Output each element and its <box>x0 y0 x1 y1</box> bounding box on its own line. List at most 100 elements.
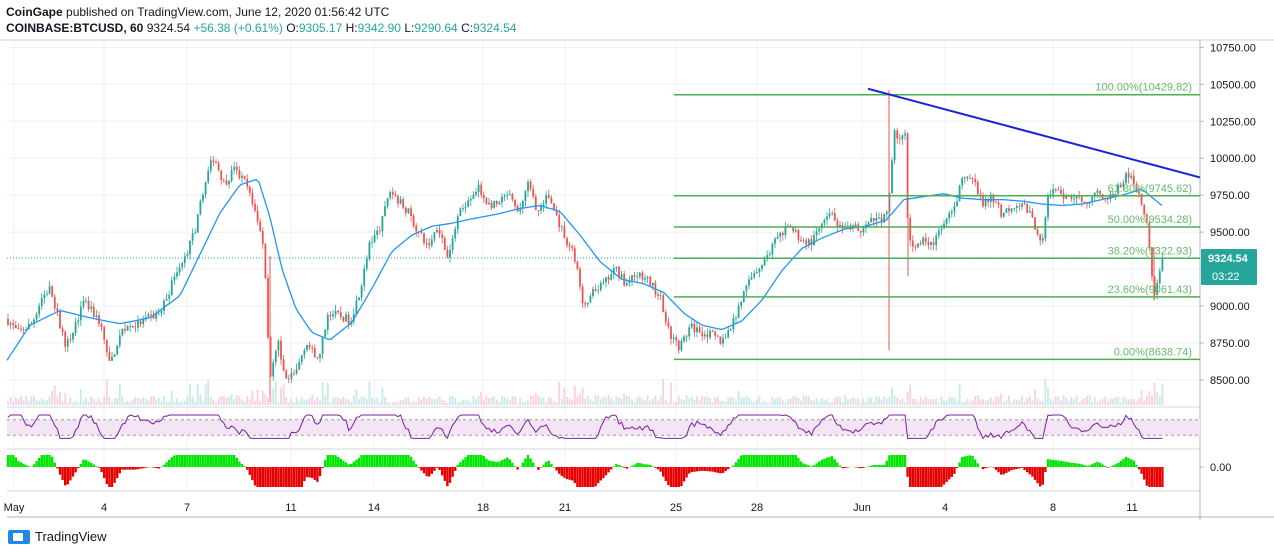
volume-bar <box>155 399 158 405</box>
macd-bar <box>615 464 618 467</box>
candle <box>534 193 537 211</box>
volume-bar <box>1138 398 1140 405</box>
candle-body <box>280 340 282 360</box>
candle-body <box>85 300 87 302</box>
macd-bar <box>139 467 142 469</box>
candle-body <box>969 178 971 179</box>
volume-bar <box>69 397 72 405</box>
macd-bar <box>1101 464 1104 467</box>
volume-bar <box>410 402 412 405</box>
symbol-name[interactable]: COINBASE:BTCUSD, 60 <box>6 21 144 35</box>
volume-bar <box>758 395 761 405</box>
candle-body <box>233 166 236 171</box>
volume-bar <box>259 401 262 405</box>
candle-body <box>589 296 592 303</box>
candle <box>404 206 407 217</box>
candle <box>194 228 197 235</box>
macd-bar <box>820 459 823 467</box>
volume-bar <box>573 385 576 405</box>
volume-bar <box>657 401 659 405</box>
volume-bar <box>277 402 280 405</box>
volume-bar <box>586 395 589 405</box>
candle <box>173 272 176 285</box>
candle <box>186 250 189 259</box>
macd-bar <box>805 464 808 467</box>
candle-body <box>358 297 360 301</box>
volume-bar <box>729 396 732 405</box>
candle-body <box>215 162 217 164</box>
candle-body <box>1135 184 1138 192</box>
candle-body <box>1091 196 1094 202</box>
candle <box>971 177 974 185</box>
candle-body <box>833 213 836 221</box>
macd-bar <box>378 455 381 467</box>
candle-body <box>909 218 912 241</box>
candle <box>1104 196 1107 203</box>
candle <box>833 207 836 222</box>
candle <box>1015 203 1018 214</box>
volume-bar <box>1135 401 1138 405</box>
volume-bar <box>917 402 919 405</box>
candle <box>503 193 506 201</box>
macd-bar <box>792 455 795 467</box>
macd-bar <box>890 455 894 467</box>
macd-bar <box>1015 467 1018 469</box>
macd-bar <box>1044 467 1047 472</box>
candle-body <box>560 226 563 228</box>
candle-body <box>324 329 327 337</box>
volume-bar <box>399 399 402 405</box>
volume-bar <box>176 398 178 405</box>
macd-bar <box>976 463 979 467</box>
candle <box>615 266 618 273</box>
candle <box>1148 220 1151 250</box>
macd-bar <box>155 467 158 469</box>
macd-bar <box>25 464 28 467</box>
volume-bar <box>641 398 644 405</box>
candle <box>199 199 202 216</box>
candle-body <box>776 236 779 239</box>
candle-body <box>402 199 405 208</box>
volume-bar <box>313 400 316 405</box>
macd-bar <box>732 465 735 467</box>
time-axis-label: 11 <box>1126 502 1137 514</box>
volume-bar <box>365 398 368 405</box>
footer-brand[interactable]: TradingView <box>35 529 107 544</box>
candle <box>394 190 397 197</box>
volume-bar <box>1047 387 1049 405</box>
volume-bar <box>98 398 100 405</box>
candle-body <box>930 242 932 245</box>
macd-bar <box>1098 462 1102 467</box>
volume-bar <box>742 397 745 405</box>
macd-bar <box>922 467 925 487</box>
macd-bar <box>589 467 592 487</box>
volume-bar <box>306 399 308 405</box>
volume-bar <box>1140 389 1143 405</box>
candle <box>472 191 475 200</box>
macd-bar <box>773 455 777 467</box>
macd-bar <box>747 455 751 467</box>
candle <box>675 334 678 347</box>
macd-bar <box>1135 464 1138 467</box>
price-axis-label: 9500.00 <box>1210 227 1250 239</box>
candle-body <box>802 240 805 242</box>
candle <box>1065 193 1068 200</box>
macd-bar <box>625 467 628 469</box>
candle <box>329 311 332 321</box>
macd-bar <box>643 464 647 467</box>
candle-body <box>698 327 701 333</box>
macd-bar <box>370 455 374 467</box>
volume-bar <box>113 398 116 405</box>
volume-bar <box>859 402 862 405</box>
candle <box>319 353 321 363</box>
candle <box>415 222 418 238</box>
candle <box>103 325 106 345</box>
volume-bar <box>1026 397 1029 405</box>
macd-bar <box>404 455 407 467</box>
macd-bar <box>173 455 176 467</box>
macd-bar <box>350 463 353 467</box>
volume-bar <box>1096 401 1099 405</box>
volume-bar <box>750 400 753 405</box>
macd-bar <box>1026 467 1029 473</box>
publisher-name[interactable]: CoinGape <box>6 5 63 19</box>
